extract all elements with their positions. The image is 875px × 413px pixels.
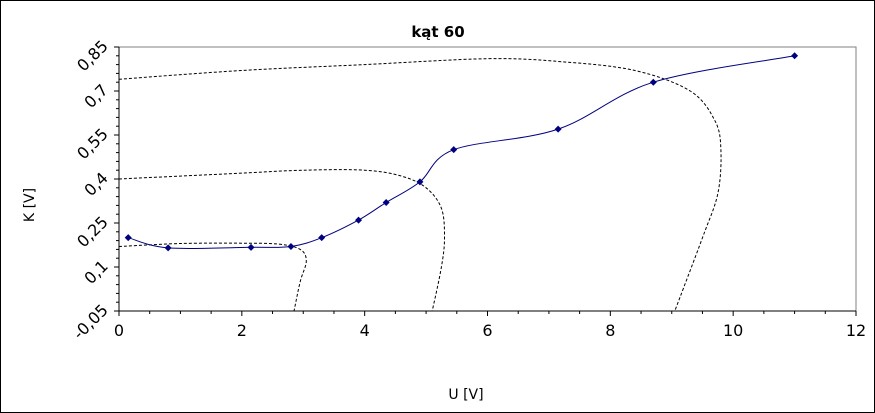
data-point	[287, 242, 295, 250]
x-tick-label: 8	[605, 321, 615, 340]
plot-area: 0 2 4 6 8 10 12 -0,05 0,1 0,25 0,4 0,55 0,7 0,85	[69, 36, 866, 343]
data-point	[124, 234, 132, 242]
dashed-curve-1	[119, 242, 307, 311]
data-point	[791, 52, 799, 60]
y-tick-label: 0,25	[73, 212, 112, 251]
y-tick-label: 0,4	[80, 168, 111, 199]
data-point	[318, 234, 326, 242]
y-tick-label: -0,05	[69, 300, 112, 343]
data-point	[382, 198, 390, 206]
data-point	[416, 178, 424, 186]
dashed-curve-3	[119, 58, 722, 311]
y-axis-label: K [V]	[22, 188, 38, 222]
data-point	[649, 78, 657, 86]
y-tick-label: 0,1	[80, 256, 111, 287]
x-tick-label: 4	[360, 321, 370, 340]
y-tick-label: 0,55	[73, 124, 112, 163]
x-tick-label: 12	[846, 321, 866, 340]
dashed-curve-2	[119, 169, 446, 311]
x-tick-label: 0	[114, 321, 124, 340]
data-point	[554, 125, 562, 133]
x-tick-label: 10	[723, 321, 743, 340]
data-point	[247, 243, 255, 251]
x-tick-label: 6	[482, 321, 492, 340]
series-line-1	[128, 55, 795, 250]
data-point	[164, 244, 172, 252]
data-point	[355, 216, 363, 224]
y-tick-label: 0,7	[80, 80, 111, 111]
x-tick-label: 2	[237, 321, 247, 340]
plot-border	[118, 46, 857, 312]
x-axis-label: U [V]	[448, 387, 483, 403]
chart-title: kąt 60	[411, 23, 464, 41]
y-tick-label: 0,85	[73, 36, 112, 75]
data-point	[450, 146, 458, 154]
